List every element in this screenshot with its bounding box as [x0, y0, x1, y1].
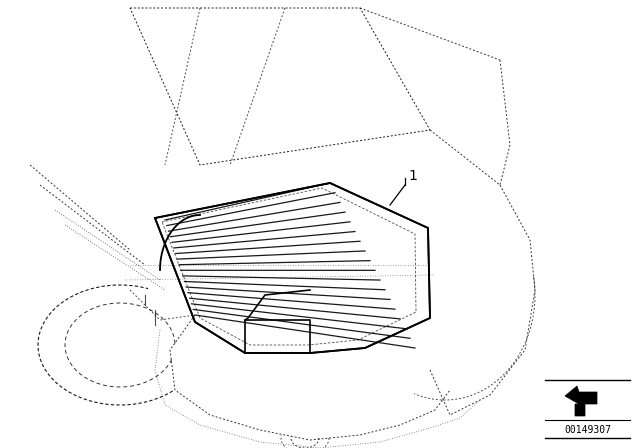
Text: 1: 1 — [408, 169, 417, 183]
Polygon shape — [155, 183, 430, 353]
Polygon shape — [565, 386, 597, 416]
Text: 00149307: 00149307 — [564, 425, 611, 435]
